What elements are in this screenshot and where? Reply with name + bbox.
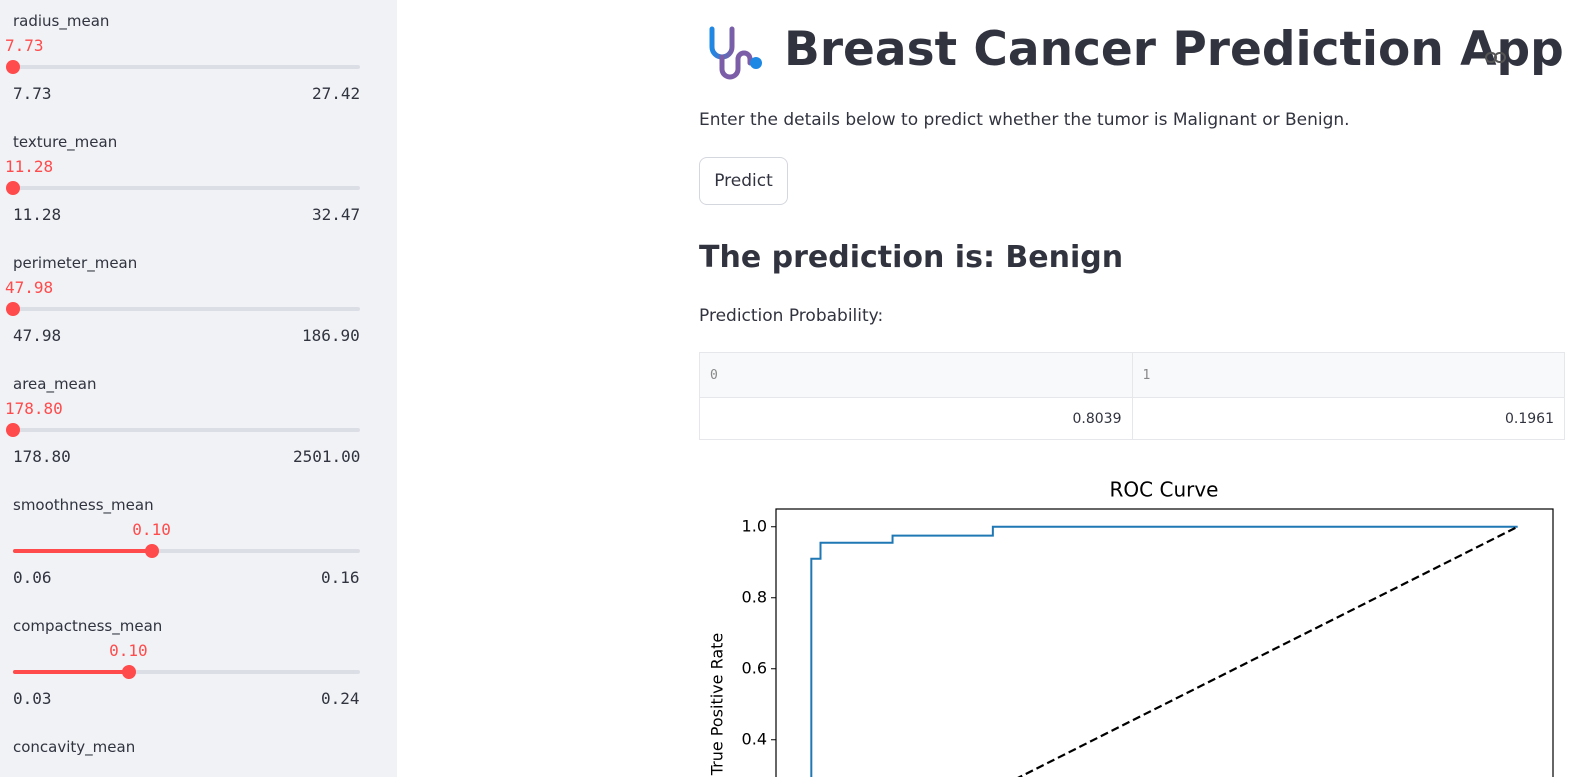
slider-min: 7.73 — [13, 84, 52, 103]
slider-max: 0.16 — [321, 568, 360, 587]
slider-value: 7.73 — [5, 36, 44, 55]
chart-title: ROC Curve — [1110, 478, 1219, 502]
slider-max: 0.24 — [321, 689, 360, 708]
slider-label: area_mean — [13, 375, 97, 393]
sidebar: radius_mean 7.73 7.73 27.42 texture_mean 11.2… — [0, 0, 397, 777]
slider-thumb[interactable] — [144, 544, 159, 558]
slider-label: radius_mean — [13, 12, 110, 30]
y-tick-label: 0.8 — [742, 587, 767, 606]
slider-value: 11.28 — [5, 157, 54, 176]
slider-label: concavity_mean — [13, 738, 136, 756]
slider-max: 32.47 — [312, 205, 361, 224]
slider-fill — [13, 549, 152, 553]
table-header: 1 — [1131, 352, 1565, 398]
slider-label: texture_mean — [13, 133, 118, 151]
slider-min: 11.28 — [13, 205, 62, 224]
probability-table: 0 1 0.8039 0.1961 — [699, 352, 1565, 440]
slider-max: 27.42 — [312, 84, 361, 103]
y-axis-label: True Positive Rate — [708, 633, 727, 777]
slider-value: 0.10 — [132, 520, 171, 539]
slider-thumb[interactable] — [6, 423, 20, 437]
title: Breast Cancer Prediction App — [784, 22, 1564, 77]
slider-track — [13, 428, 360, 432]
slider-value: 0.10 — [109, 641, 148, 660]
roc-chart: ROC Curve True Positive Rate 1.0 0.8 0.6 0.… — [708, 478, 1554, 777]
slider-thumb[interactable] — [121, 665, 136, 679]
slider-track — [13, 186, 360, 190]
predict-button[interactable]: Predict — [699, 157, 788, 205]
slider-max: 2501.00 — [293, 447, 361, 466]
y-tick-label: 0.6 — [742, 658, 767, 677]
slider-track — [13, 65, 360, 69]
slider-label: perimeter_mean — [13, 254, 138, 272]
table-cell: 0.8039 — [699, 397, 1133, 440]
slider-label: smoothness_mean — [13, 496, 154, 514]
slider-track — [13, 307, 360, 311]
slider-min: 0.03 — [13, 689, 52, 708]
table-header: 0 — [699, 352, 1133, 398]
slider-max: 186.90 — [302, 326, 360, 345]
table-cell: 0.1961 — [1131, 397, 1565, 440]
slider-min: 0.06 — [13, 568, 52, 587]
roc-line — [810, 525, 1518, 777]
description: Enter the details below to predict wheth… — [699, 110, 1350, 130]
stethoscope-icon — [709, 26, 762, 80]
slider-min: 47.98 — [13, 326, 62, 345]
y-tick-label: 0.4 — [742, 729, 767, 748]
y-tick-label: 1.0 — [742, 516, 767, 535]
slider-min: 178.80 — [13, 447, 71, 466]
slider-thumb[interactable] — [6, 181, 20, 195]
probability-label: Prediction Probability: — [699, 306, 884, 326]
prediction-heading: The prediction is: Benign — [699, 240, 1124, 275]
slider-label: compactness_mean — [13, 617, 163, 635]
roc-line — [1017, 525, 1519, 777]
slider-thumb[interactable] — [6, 60, 20, 74]
slider-track — [13, 670, 360, 674]
slider-track — [13, 549, 360, 553]
slider-thumb[interactable] — [6, 302, 20, 316]
plot-frame — [775, 508, 1554, 777]
slider-value: 47.98 — [5, 278, 54, 297]
slider-value: 178.80 — [5, 399, 63, 418]
slider-fill — [13, 670, 129, 674]
link-icon[interactable] — [1485, 50, 1507, 66]
